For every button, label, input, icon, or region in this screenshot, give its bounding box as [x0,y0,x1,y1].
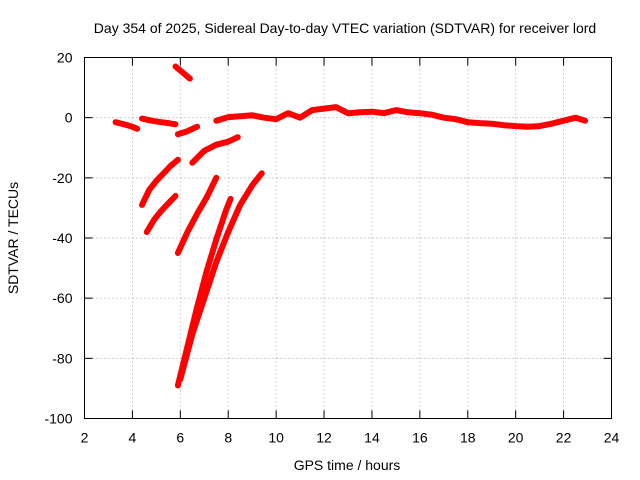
x-tick-label: 10 [268,430,284,446]
x-tick-label: 8 [224,430,232,446]
x-tick-label: 22 [556,430,572,446]
y-tick-label: 0 [65,110,73,126]
y-axis-title: SDTVAR / TECUs [5,182,21,294]
series-line-segment-7 [143,192,179,235]
x-tick-label: 2 [81,430,89,446]
series-line-segment-2 [139,115,179,128]
x-tick-label: 12 [316,430,332,446]
series-line-segment-1 [112,119,141,132]
x-tick-label: 20 [508,430,524,446]
series-line-segment-11 [213,104,589,130]
series-line-segment-8 [174,174,220,256]
series-line-segment-4 [174,123,201,138]
x-tick-label: 16 [412,430,428,446]
x-axis-title: GPS time / hours [294,457,401,473]
y-tick-label: -80 [52,350,72,366]
series-line-segment-10 [177,170,265,383]
x-tick-label: 18 [460,430,476,446]
ticks [84,57,612,419]
series-line-segment-3 [172,63,193,82]
y-tick-label: 20 [57,50,73,66]
x-tick-label: 6 [176,430,184,446]
series-line-segment-5 [189,134,241,166]
y-tick-label: -100 [44,411,72,427]
y-tick-label: -40 [52,230,72,246]
series-group [112,63,589,389]
series-line-segment-6 [139,156,181,208]
x-tick-label: 4 [129,430,137,446]
y-tick-label: -20 [52,170,72,186]
chart-title: Day 354 of 2025, Sidereal Day-to-day VTE… [94,20,596,36]
y-tick-label: -60 [52,290,72,306]
x-tick-label: 14 [364,430,380,446]
x-tick-label: 24 [604,430,620,446]
